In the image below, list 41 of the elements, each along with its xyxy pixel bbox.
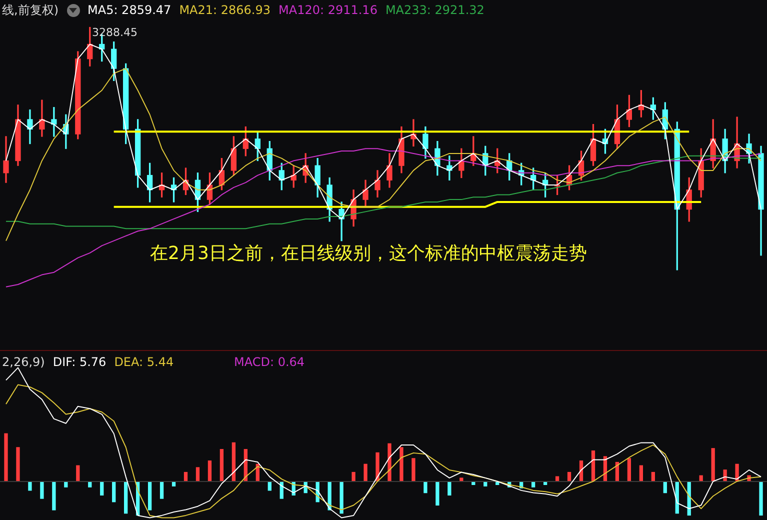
bar: [759, 481, 763, 516]
text: MA5: 2859.47: [88, 3, 172, 17]
bar: [340, 481, 344, 514]
bar: [400, 447, 404, 482]
bar: [112, 481, 116, 502]
bar: [412, 458, 416, 482]
annotation: 在2月3日之前，在日线级别，这个标准的中枢震荡走势: [150, 243, 587, 265]
bar: [208, 460, 212, 482]
chart-title: 线,前复权): [2, 2, 58, 18]
annotation: 3288.45: [92, 26, 138, 40]
bar: [124, 481, 128, 514]
bar: [364, 464, 368, 482]
text: DEA: 5.44: [114, 355, 174, 369]
text: MA120: 2911.16: [278, 3, 378, 17]
text: MA21: 2866.93: [179, 3, 270, 17]
bar: [328, 481, 332, 510]
text: MACD: 0.64: [234, 355, 305, 369]
bar: [196, 467, 200, 482]
text: DIF: 5.76: [52, 355, 106, 369]
bar: [148, 481, 152, 510]
bar: [388, 443, 392, 482]
bar: [352, 472, 356, 482]
legend-title: 2,26,9): [2, 355, 45, 369]
bar: [52, 481, 56, 510]
bar: [424, 481, 428, 494]
bar: [723, 470, 727, 482]
bar: [40, 481, 44, 499]
bar: [16, 447, 20, 482]
bar: [639, 465, 643, 482]
bar: [232, 442, 236, 482]
bar: [28, 481, 32, 491]
bar: [711, 448, 715, 482]
bar: [220, 449, 224, 482]
bar: [160, 481, 164, 499]
bar: [436, 481, 440, 506]
bar: [4, 433, 8, 482]
bar: [76, 465, 80, 482]
text: MA233: 2921.32: [385, 3, 484, 17]
bar: [376, 452, 380, 482]
bar: [735, 464, 739, 482]
bar: [627, 458, 632, 482]
